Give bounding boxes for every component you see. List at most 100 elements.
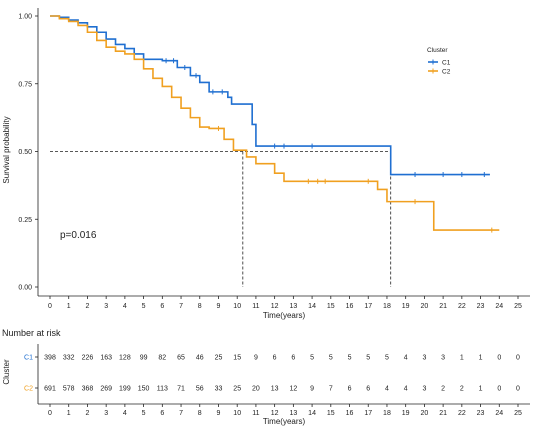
- risk-count-c2: 6: [348, 386, 352, 393]
- risk-x-tick-label: 12: [271, 410, 279, 417]
- risk-count-c2: 4: [385, 386, 389, 393]
- x-axis-title: Time(years): [263, 311, 306, 320]
- p-value-annotation: p=0.016: [60, 230, 97, 241]
- risk-count-c2: 691: [44, 386, 56, 393]
- x-tick-label: 14: [308, 303, 316, 310]
- risk-x-tick-label: 19: [402, 410, 410, 417]
- x-tick-label: 19: [402, 303, 410, 310]
- risk-count-c1: 226: [82, 355, 94, 362]
- risk-x-tick-label: 17: [364, 410, 372, 417]
- x-tick-label: 15: [327, 303, 335, 310]
- risk-count-c2: 2: [441, 386, 445, 393]
- risk-x-tick-label: 4: [123, 410, 127, 417]
- y-axis-title: Survival probability: [2, 116, 11, 183]
- risk-row-label-c1: C1: [24, 355, 33, 362]
- risk-count-c1: 6: [291, 355, 295, 362]
- y-tick-label: 1.00: [18, 14, 32, 21]
- legend-title: Cluster: [427, 47, 448, 54]
- risk-count-c2: 150: [138, 386, 150, 393]
- risk-count-c1: 5: [366, 355, 370, 362]
- risk-count-c2: 3: [422, 386, 426, 393]
- y-tick-label: 0.25: [18, 217, 32, 224]
- risk-count-c2: 2: [460, 386, 464, 393]
- survival-curves: [50, 15, 500, 231]
- risk-x-tick-label: 0: [48, 410, 52, 417]
- risk-count-c2: 20: [252, 386, 260, 393]
- risk-count-c1: 9: [254, 355, 258, 362]
- x-tick-label: 11: [252, 303, 259, 310]
- x-tick-label: 12: [271, 303, 279, 310]
- y-tick-label: 0.75: [18, 81, 32, 88]
- risk-x-tick-label: 22: [458, 410, 466, 417]
- x-tick-label: 8: [198, 303, 202, 310]
- x-tick-label: 6: [160, 303, 164, 310]
- risk-table-title: Number at risk: [2, 328, 61, 338]
- risk-count-c2: 7: [329, 386, 333, 393]
- x-tick-label: 18: [383, 303, 391, 310]
- risk-x-tick-label: 13: [289, 410, 297, 417]
- risk-count-c1: 4: [404, 355, 408, 362]
- risk-count-c1: 163: [100, 355, 112, 362]
- risk-x-axis-title: Time(years): [263, 417, 306, 426]
- x-tick-label: 23: [477, 303, 485, 310]
- risk-x-tick-label: 21: [439, 410, 447, 417]
- risk-rows: C1 398 332 226 163 128 99 82 65 46 25 15 9 6 6 5 5 5 5 5 4 3 3…: [24, 355, 520, 393]
- x-tick-label: 20: [421, 303, 429, 310]
- survival-plot: 0.000.250.500.751.00 0 1 2 3 4 5 6 7 8 9 10 11 12 13 1…: [2, 8, 530, 320]
- risk-count-c1: 1: [460, 355, 464, 362]
- risk-count-c2: 1: [479, 386, 483, 393]
- x-ticks-main: 0 1 2 3 4 5 6 7 8 9 10 11 12 13 14 15 16 17 18 19 20 21 22 23 24…: [48, 296, 522, 310]
- risk-row-label-c2: C2: [24, 386, 33, 393]
- x-tick-label: 25: [514, 303, 522, 310]
- risk-count-c2: 56: [196, 386, 204, 393]
- x-tick-label: 0: [48, 303, 52, 310]
- survival-curve-c2: [50, 15, 500, 231]
- risk-count-c1: 15: [233, 355, 241, 362]
- x-tick-label: 16: [346, 303, 354, 310]
- risk-count-c1: 82: [158, 355, 166, 362]
- risk-count-c2: 71: [177, 386, 185, 393]
- risk-x-tick-label: 9: [217, 410, 221, 417]
- risk-count-c1: 46: [196, 355, 204, 362]
- x-tick-label: 10: [233, 303, 241, 310]
- y-tick-label: 0.50: [18, 149, 32, 156]
- risk-x-tick-label: 14: [308, 410, 316, 417]
- risk-x-tick-label: 15: [327, 410, 335, 417]
- risk-count-c2: 368: [82, 386, 94, 393]
- risk-count-c1: 5: [310, 355, 314, 362]
- risk-count-c2: 0: [497, 386, 501, 393]
- risk-x-tick-label: 3: [104, 410, 108, 417]
- risk-count-c1: 0: [516, 355, 520, 362]
- median-reference-lines: [50, 151, 392, 287]
- risk-count-c2: 578: [63, 386, 75, 393]
- risk-count-c1: 128: [119, 355, 131, 362]
- risk-x-tick-label: 6: [160, 410, 164, 417]
- risk-x-tick-label: 16: [346, 410, 354, 417]
- risk-count-c1: 65: [177, 355, 185, 362]
- risk-count-c2: 6: [366, 386, 370, 393]
- risk-count-c2: 25: [233, 386, 241, 393]
- risk-count-c2: 12: [289, 386, 297, 393]
- x-ticks-risk: 0 1 2 3 4 5 6 7 8 9 10 11 12 13 14 15 16 17 18 19 20 21 22 23 24…: [48, 404, 522, 417]
- risk-count-c1: 5: [348, 355, 352, 362]
- risk-x-tick-label: 20: [421, 410, 429, 417]
- risk-count-c2: 269: [100, 386, 112, 393]
- risk-count-c1: 1: [479, 355, 483, 362]
- risk-x-tick-label: 8: [198, 410, 202, 417]
- risk-count-c1: 25: [215, 355, 223, 362]
- risk-count-c2: 33: [215, 386, 223, 393]
- x-tick-label: 1: [67, 303, 71, 310]
- risk-x-tick-label: 5: [142, 410, 146, 417]
- censor-marks: [165, 58, 493, 233]
- risk-x-tick-label: 23: [477, 410, 485, 417]
- risk-x-tick-label: 11: [252, 410, 259, 417]
- risk-count-c1: 99: [140, 355, 148, 362]
- risk-count-c2: 9: [310, 386, 314, 393]
- risk-x-tick-label: 7: [179, 410, 183, 417]
- risk-count-c2: 13: [271, 386, 279, 393]
- legend-label-c1: C1: [442, 59, 451, 66]
- risk-count-c1: 0: [497, 355, 501, 362]
